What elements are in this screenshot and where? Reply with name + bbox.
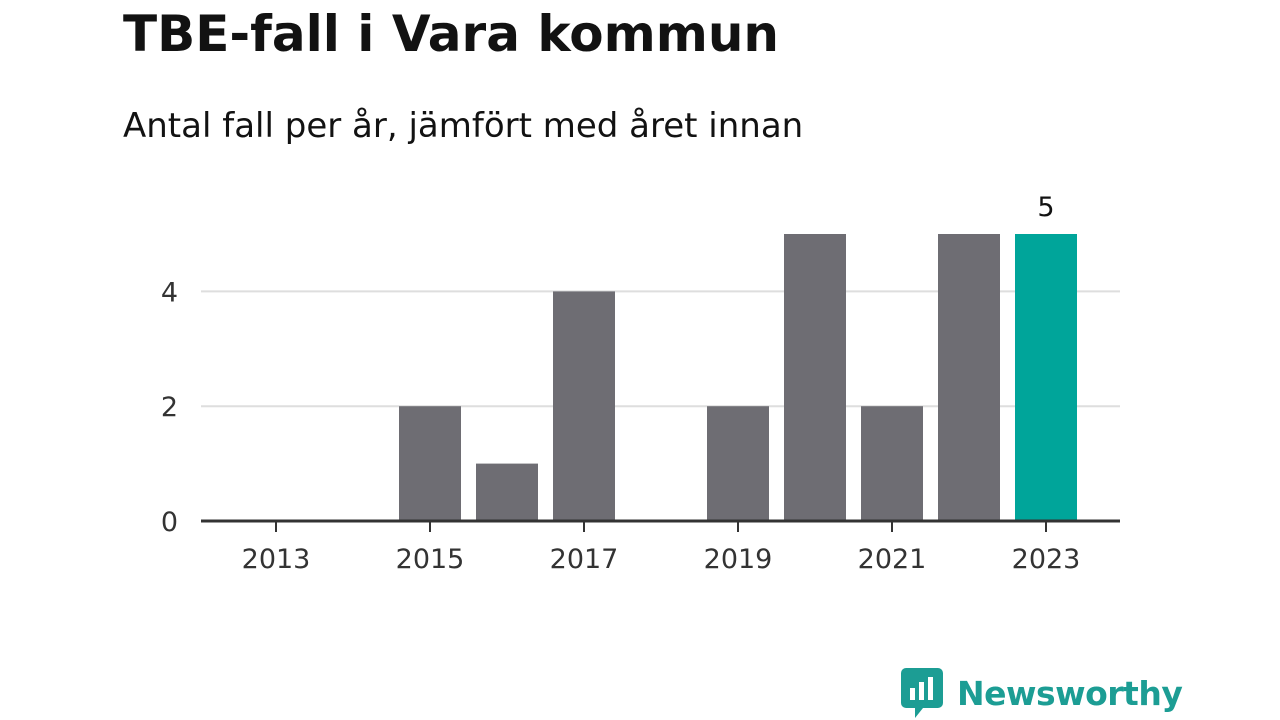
x-tick-label: 2019 bbox=[704, 544, 773, 575]
bar bbox=[707, 406, 769, 521]
newsworthy-logo-icon bbox=[901, 668, 943, 718]
y-tick-label: 4 bbox=[161, 277, 178, 308]
y-tick-label: 2 bbox=[161, 392, 178, 423]
x-tick-label: 2023 bbox=[1012, 544, 1081, 575]
bar bbox=[399, 406, 461, 521]
x-tick-label: 2013 bbox=[242, 544, 311, 575]
x-tick-label: 2015 bbox=[396, 544, 465, 575]
bar bbox=[861, 406, 923, 521]
bar bbox=[553, 291, 615, 521]
y-tick-label: 0 bbox=[161, 507, 178, 538]
bar-highlight bbox=[1015, 234, 1077, 521]
x-tick-label: 2021 bbox=[858, 544, 927, 575]
bar bbox=[938, 234, 1000, 521]
bar bbox=[476, 463, 538, 521]
data-label: 5 bbox=[1037, 192, 1054, 223]
newsworthy-logo-text: Newsworthy bbox=[957, 673, 1183, 713]
chart-subtitle: Antal fall per år, jämfört med året inna… bbox=[123, 106, 804, 146]
newsworthy-logo: Newsworthy bbox=[901, 668, 1183, 718]
chart-title: TBE-fall i Vara kommun bbox=[123, 5, 780, 63]
bar bbox=[784, 234, 846, 521]
x-tick-label: 2017 bbox=[550, 544, 619, 575]
bar-chart: 0 2 4 2013 2015 2017 2019 2021 2023 5 bbox=[161, 192, 1120, 575]
